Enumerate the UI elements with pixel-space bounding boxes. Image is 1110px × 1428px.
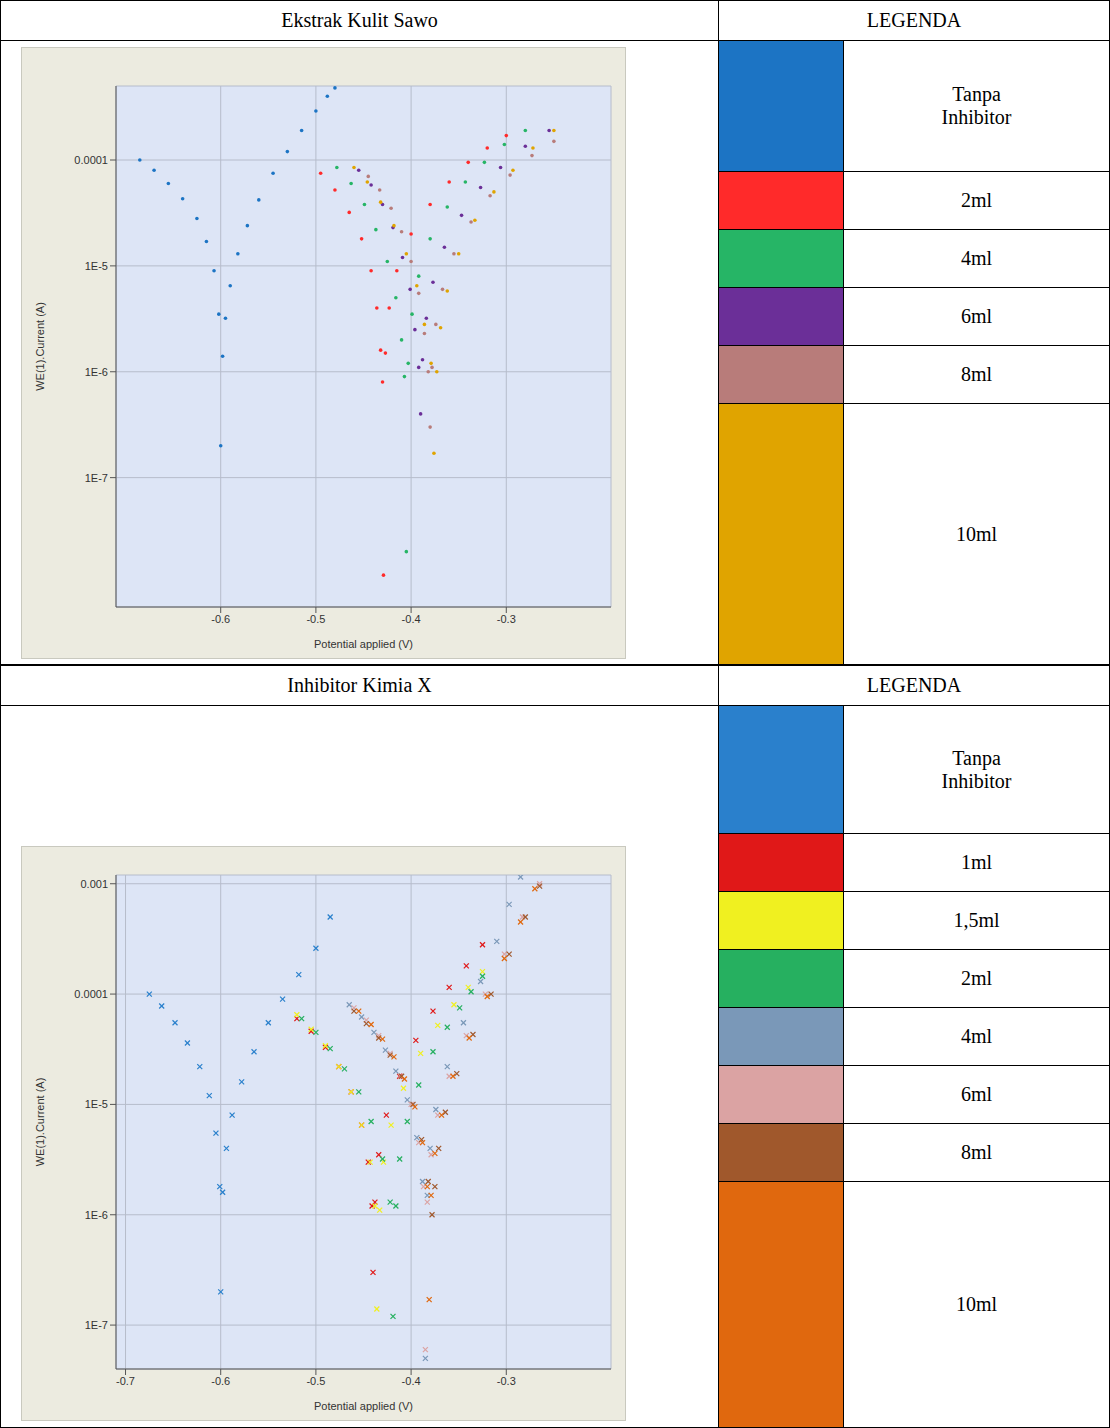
html-text:Tanpa Inhibitor: Tanpa Inhibitor (941, 83, 1012, 128)
html-text:2ml: 2ml (960, 189, 993, 211)
svg-text:1E-6: 1E-6 (85, 366, 108, 378)
svg-text:Potential applied (V): Potential applied (V) (314, 1400, 413, 1412)
svg-text:Potential applied (V): Potential applied (V) (314, 638, 413, 650)
svg-text:-0.6: -0.6 (211, 613, 230, 625)
svg-text:WE(1).Current (A): WE(1).Current (A) (34, 1078, 46, 1167)
svg-text:-0.6: -0.6 (211, 1375, 230, 1387)
svg-text:1E-7: 1E-7 (85, 472, 108, 484)
html-text:4ml: 4ml (960, 247, 993, 269)
svg-text:0.0001: 0.0001 (74, 154, 108, 166)
html-text:6ml: 6ml (960, 305, 993, 327)
svg-text:-0.3: -0.3 (497, 613, 516, 625)
svg-text:-0.4: -0.4 (402, 1375, 421, 1387)
html-text:LEGENDA: LEGENDA (866, 674, 962, 696)
svg-text:1E-7: 1E-7 (85, 1319, 108, 1331)
html-text:Inhibitor Kimia X: Inhibitor Kimia X (287, 674, 432, 696)
svg-text:-0.5: -0.5 (306, 613, 325, 625)
html-text:Ekstrak Kulit Sawo: Ekstrak Kulit Sawo (281, 9, 438, 31)
svg-text:-0.7: -0.7 (116, 1375, 135, 1387)
html-text:2ml: 2ml (960, 967, 993, 989)
svg-text:1E-5: 1E-5 (85, 1098, 108, 1110)
svg-text:1E-5: 1E-5 (85, 260, 108, 272)
html-text:6ml: 6ml (960, 1083, 993, 1105)
svg-text:-0.4: -0.4 (402, 613, 421, 625)
html-text:8ml: 8ml (960, 363, 993, 385)
svg-text:-0.5: -0.5 (306, 1375, 325, 1387)
html-text:4ml: 4ml (960, 1025, 993, 1047)
html-text:LEGENDA: LEGENDA (866, 9, 962, 31)
svg-text:WE(1).Current (A): WE(1).Current (A) (34, 302, 46, 391)
html-text:10ml: 10ml (955, 1293, 998, 1315)
html-text:1,5ml: 1,5ml (953, 909, 1000, 931)
html-text:Tanpa Inhibitor: Tanpa Inhibitor (941, 746, 1012, 792)
html-text:8ml: 8ml (960, 1141, 993, 1163)
html-text:10ml: 10ml (955, 522, 998, 545)
svg-text:0.001: 0.001 (80, 878, 108, 890)
html-text:1ml: 1ml (960, 851, 993, 873)
svg-text:1E-6: 1E-6 (85, 1209, 108, 1221)
svg-text:0.0001: 0.0001 (74, 988, 108, 1000)
svg-text:-0.3: -0.3 (497, 1375, 516, 1387)
